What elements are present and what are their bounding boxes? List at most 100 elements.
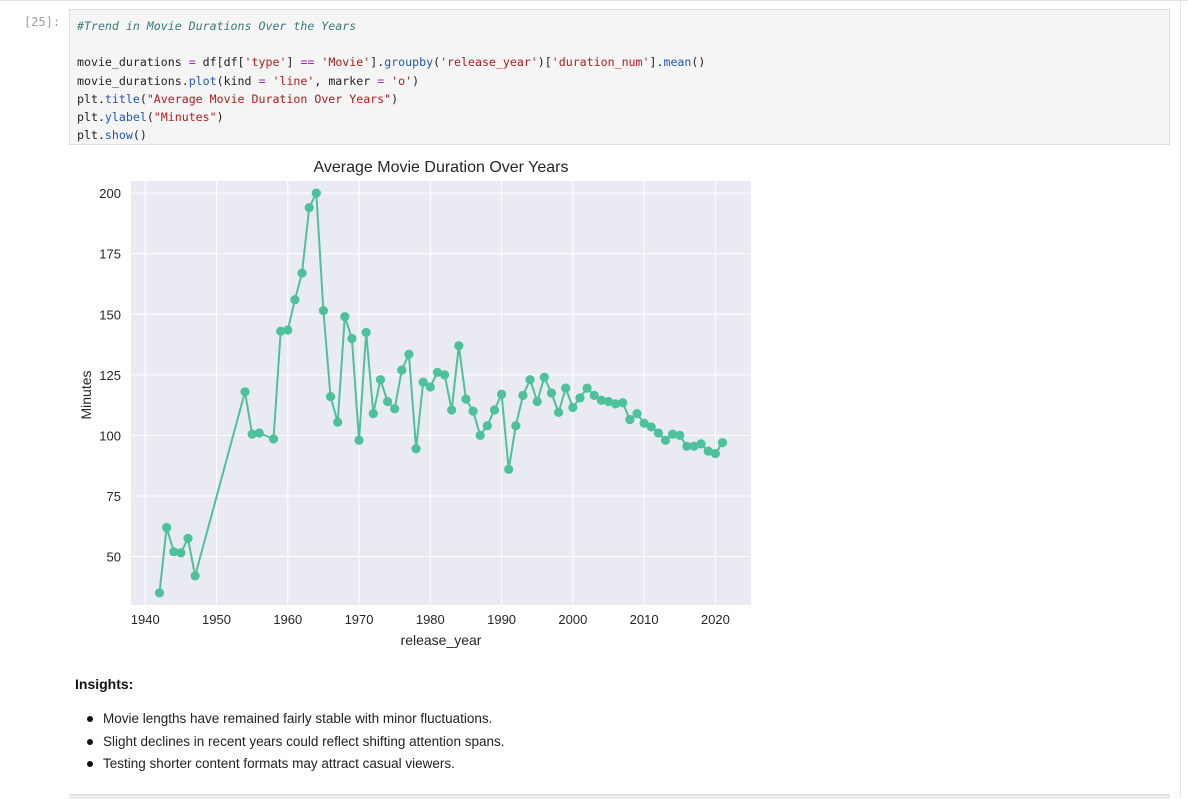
data-point — [333, 417, 343, 427]
data-point — [525, 375, 535, 385]
code-token: ( — [433, 55, 441, 70]
data-point — [589, 390, 599, 401]
x-tick-label: 1990 — [487, 612, 516, 627]
code-token: = — [188, 55, 196, 70]
code-token: ]. — [370, 55, 385, 70]
code-editor[interactable]: #Trend in Movie Durations Over the Years… — [77, 17, 705, 144]
code-token: , marker — [314, 73, 378, 88]
x-tick-label: 1950 — [202, 612, 231, 627]
plot-area — [131, 181, 751, 605]
list-item: Movie lengths have remained fairly stabl… — [85, 708, 504, 731]
data-point — [461, 394, 471, 404]
data-point — [176, 548, 186, 558]
y-axis-label: Minutes — [78, 370, 94, 419]
data-point — [169, 547, 179, 557]
data-point — [411, 444, 421, 454]
data-point — [425, 382, 435, 392]
data-point — [532, 396, 542, 407]
code-token: ) — [391, 91, 399, 106]
code-token: ) — [216, 110, 224, 125]
code-token: (kind — [216, 73, 259, 88]
data-point — [447, 405, 457, 415]
data-point — [340, 312, 350, 322]
code-token: 'line' — [272, 73, 315, 88]
data-point — [361, 327, 371, 338]
data-point — [454, 341, 464, 351]
code-token: ( — [139, 91, 147, 106]
y-tick-label: 75 — [107, 489, 121, 504]
code-token: show — [104, 128, 133, 143]
cell-prompt: [25]: — [24, 15, 61, 29]
data-point — [432, 367, 443, 378]
data-point — [347, 333, 357, 344]
data-point — [154, 588, 165, 598]
data-point — [496, 389, 507, 399]
y-tick-label: 100 — [99, 428, 121, 443]
code-token: "Minutes" — [153, 110, 217, 125]
data-point — [311, 188, 321, 198]
data-point — [511, 421, 521, 431]
data-point — [297, 268, 307, 278]
code-token: plt. — [77, 110, 105, 125]
data-point — [190, 571, 200, 581]
data-point — [575, 393, 585, 403]
insights-heading: Insights: — [75, 676, 134, 692]
code-token: ] — [286, 55, 301, 70]
data-point — [375, 375, 386, 385]
code-token: )[ — [537, 55, 552, 70]
code-token: #Trend in Movie Durations Over the Years — [77, 19, 357, 33]
data-point — [696, 439, 706, 449]
chart-title: Average Movie Duration Over Years — [314, 159, 569, 176]
code-token: df[df[ — [195, 55, 245, 70]
code-token: ) — [412, 73, 420, 88]
code-token: "Average Movie Duration Over Years" — [146, 91, 392, 106]
data-point — [397, 365, 407, 375]
data-point — [639, 418, 649, 428]
code-token: plt. — [77, 91, 105, 106]
data-point — [618, 398, 628, 408]
y-tick-label: 125 — [99, 368, 121, 383]
code-token: ]. — [649, 55, 664, 70]
data-point — [162, 522, 172, 533]
code-token: 'duration_num' — [551, 55, 650, 70]
data-point — [646, 422, 656, 432]
data-point — [247, 429, 257, 439]
code-token: movie_durations. — [77, 73, 189, 88]
data-point — [596, 395, 606, 405]
data-point — [632, 408, 642, 419]
data-point — [183, 533, 193, 543]
data-point — [390, 404, 400, 414]
data-point — [582, 383, 592, 393]
insights-list: Movie lengths have remained fairly stabl… — [85, 708, 504, 776]
x-tick-label: 1960 — [273, 612, 302, 627]
data-point — [304, 203, 314, 213]
top-divider — [0, 0, 1188, 1]
code-token: = — [258, 73, 266, 88]
data-point — [468, 406, 478, 416]
data-point — [482, 421, 492, 431]
code-token: 'type' — [244, 55, 287, 70]
scrollbar-track[interactable] — [1180, 0, 1181, 798]
list-item: Testing shorter content formats may attr… — [85, 753, 504, 776]
data-point — [668, 429, 678, 439]
y-tick-label: 200 — [99, 186, 121, 201]
code-token: 'o' — [391, 73, 413, 88]
data-point — [689, 441, 699, 451]
code-token: () — [132, 128, 147, 143]
data-point — [382, 396, 393, 407]
data-point — [283, 325, 293, 335]
data-point — [660, 435, 671, 445]
data-point — [553, 407, 564, 417]
code-token: ( — [146, 110, 154, 125]
y-tick-label: 150 — [99, 307, 121, 322]
x-tick-label: 2000 — [558, 612, 587, 627]
y-tick-label: 175 — [99, 247, 121, 262]
data-point — [504, 464, 514, 474]
data-point — [325, 392, 336, 402]
data-point — [404, 349, 414, 359]
data-point — [268, 434, 279, 444]
code-cell[interactable]: #Trend in Movie Durations Over the Years… — [69, 9, 1170, 145]
code-token: 'release_year' — [440, 55, 538, 70]
code-token: mean — [663, 55, 692, 70]
data-point — [518, 390, 528, 401]
